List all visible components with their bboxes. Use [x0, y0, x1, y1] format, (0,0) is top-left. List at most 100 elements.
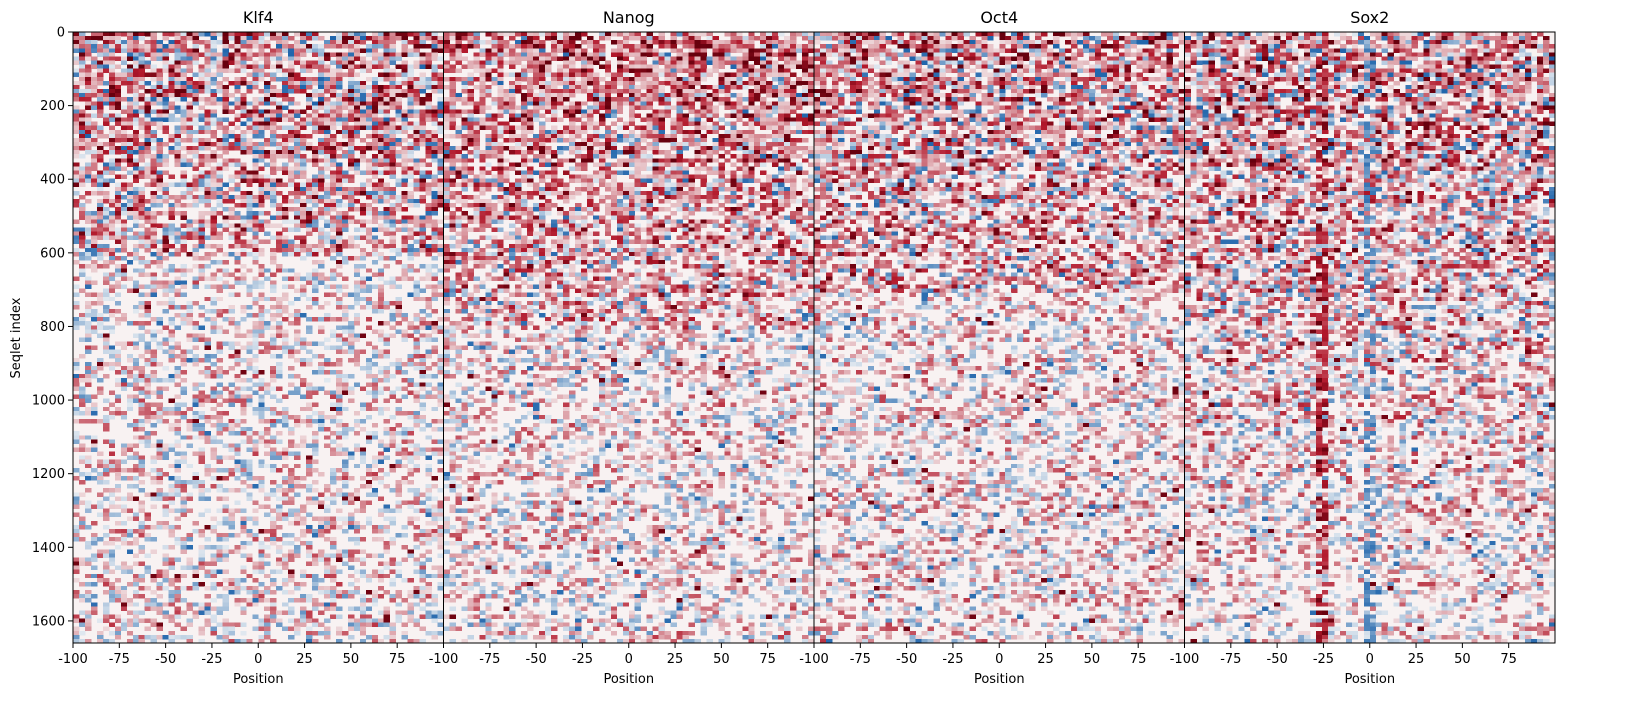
- heatmap-cell: [144, 313, 152, 318]
- heatmap-cell: [108, 48, 116, 53]
- heatmap-cell: [186, 68, 193, 74]
- heatmap-cell: [102, 496, 110, 501]
- heatmap-cell: [431, 40, 438, 45]
- heatmap-cell: [401, 36, 409, 41]
- heatmap-cell: [312, 272, 319, 277]
- heatmap-cell: [437, 162, 444, 167]
- heatmap-cell: [282, 423, 289, 428]
- heatmap-cell: [216, 174, 223, 180]
- heatmap-cell: [108, 296, 116, 302]
- heatmap-cell: [413, 215, 420, 220]
- heatmap-cell: [431, 243, 438, 249]
- heatmap-cell: [341, 382, 349, 387]
- heatmap-cell: [192, 300, 199, 306]
- heatmap-cell: [210, 109, 217, 114]
- heatmap-cell: [84, 541, 92, 546]
- heatmap-cell: [431, 374, 438, 379]
- heatmap-cell: [329, 219, 337, 224]
- heatmap-cell: [102, 68, 110, 74]
- heatmap-cell: [389, 76, 397, 82]
- heatmap-cell: [264, 496, 271, 501]
- heatmap-cell: [108, 463, 116, 469]
- heatmap-cell: [150, 56, 158, 61]
- heatmap-cell: [413, 162, 420, 167]
- heatmap-cell: [276, 105, 283, 110]
- heatmap-cell: [323, 40, 331, 45]
- heatmap-cell: [132, 475, 140, 481]
- heatmap-cell: [341, 561, 349, 566]
- heatmap-cell: [341, 386, 349, 391]
- heatmap-cell: [437, 154, 444, 159]
- heatmap-cell: [341, 463, 349, 469]
- heatmap-cell: [413, 60, 420, 65]
- heatmap-cell: [204, 256, 211, 261]
- heatmap-cell: [353, 520, 361, 526]
- heatmap-cell: [228, 366, 235, 371]
- heatmap-cell: [353, 264, 361, 269]
- heatmap-cell: [108, 512, 116, 518]
- heatmap-cell: [102, 553, 110, 558]
- heatmap-cell: [96, 300, 104, 306]
- heatmap-cell: [162, 170, 170, 175]
- heatmap-cell: [377, 512, 385, 518]
- heatmap-cell: [341, 227, 349, 232]
- heatmap-cell: [240, 219, 247, 224]
- heatmap-cell: [144, 243, 152, 249]
- heatmap-cell: [341, 451, 349, 457]
- heatmap-cell: [132, 117, 140, 123]
- heatmap-cell: [120, 186, 128, 192]
- heatmap-cell: [180, 223, 187, 228]
- heatmap-cell: [234, 32, 241, 37]
- heatmap-cell: [389, 170, 397, 175]
- heatmap-cell: [425, 488, 432, 493]
- heatmap-cell: [186, 52, 193, 57]
- heatmap-cell: [168, 508, 175, 514]
- heatmap-cell: [228, 207, 235, 212]
- heatmap-cell: [371, 207, 379, 212]
- heatmap-cell: [240, 251, 247, 257]
- heatmap-cell: [162, 492, 170, 497]
- heatmap-cell: [84, 581, 92, 587]
- heatmap-cell: [329, 93, 337, 98]
- heatmap-cell: [228, 251, 235, 257]
- heatmap-cell: [437, 398, 444, 404]
- heatmap-cell: [270, 93, 277, 98]
- heatmap-cell: [407, 431, 415, 436]
- heatmap-cell: [323, 190, 331, 196]
- heatmap-cell: [258, 97, 265, 102]
- heatmap-cell: [288, 553, 295, 558]
- heatmap-cell: [204, 524, 211, 530]
- heatmap-cell: [371, 382, 379, 387]
- heatmap-cell: [282, 141, 289, 147]
- heatmap-cell: [162, 32, 170, 37]
- heatmap-cell: [84, 68, 92, 74]
- heatmap-cell: [90, 313, 98, 318]
- heatmap-cell: [371, 97, 379, 102]
- heatmap-cell: [180, 455, 187, 461]
- heatmap-cell: [114, 231, 122, 237]
- heatmap-cell: [96, 378, 104, 383]
- heatmap-cell: [395, 101, 403, 106]
- heatmap-cell: [108, 288, 116, 294]
- heatmap-cell: [329, 133, 337, 139]
- heatmap-cell: [126, 32, 134, 37]
- heatmap-cell: [335, 109, 343, 114]
- heatmap-cell: [425, 64, 432, 70]
- heatmap-cell: [371, 89, 379, 94]
- heatmap-cell: [216, 284, 223, 290]
- heatmap-cell: [419, 585, 426, 591]
- heatmap-cell: [335, 129, 343, 135]
- heatmap-cell: [73, 36, 80, 41]
- heatmap-cell: [329, 565, 337, 571]
- heatmap-cell: [395, 304, 403, 310]
- heatmap-cell: [222, 496, 229, 501]
- heatmap-cell: [282, 235, 289, 241]
- heatmap-cell: [431, 533, 438, 538]
- heatmap-cell: [294, 386, 301, 391]
- heatmap-cell: [246, 211, 253, 216]
- heatmap-cell: [294, 56, 301, 61]
- heatmap-cell: [126, 133, 134, 139]
- heatmap-cell: [264, 194, 271, 200]
- heatmap-cell: [359, 137, 367, 143]
- heatmap-cell: [204, 186, 211, 192]
